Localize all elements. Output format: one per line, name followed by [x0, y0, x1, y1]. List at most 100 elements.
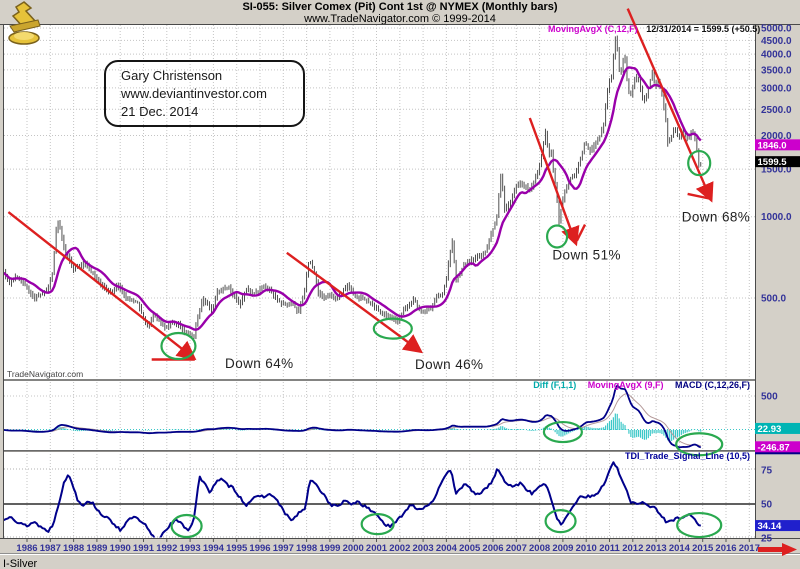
highlight-ellipse: [170, 513, 203, 539]
movingavg-label: MovingAvgX (C,12,F): [548, 24, 638, 34]
down-percent-label: Down 64%: [225, 356, 293, 371]
axis-label: 1846.0: [758, 140, 787, 151]
axis-label: 34.14: [758, 521, 782, 532]
axis-label: 4000.0: [761, 50, 792, 61]
price-bars: [4, 35, 702, 340]
axis-label: -246.87: [758, 442, 790, 453]
tab-i-silver[interactable]: I-Silver: [3, 558, 38, 569]
axis-label: 1991: [133, 543, 155, 554]
axis-label: 1987: [40, 543, 61, 554]
movingavg-value: 12/31/2014 = 1599.5 (+50.5): [646, 24, 761, 34]
series-line: [575, 224, 587, 242]
series-line: [626, 8, 714, 203]
annotation-box: Gary Christenson www.deviantinvestor.com…: [104, 60, 305, 127]
highlight-ellipse: [372, 317, 413, 340]
axis-label: 1599.5: [758, 157, 788, 168]
axis-label: 1998: [296, 543, 317, 554]
axis-label: 1996: [249, 543, 270, 554]
axis-label: 4500.0: [761, 36, 792, 47]
axis-label: 2001: [366, 543, 388, 554]
axis-label: 1000.0: [761, 212, 792, 223]
axis-label: 2000: [343, 543, 364, 554]
axis-label: 2004: [436, 543, 458, 554]
axis-label: 2008: [529, 543, 550, 554]
series-line: [4, 461, 701, 538]
axis-label: 1994: [203, 543, 225, 554]
macd-legend-signal: MovingAvgX (9,F): [587, 380, 664, 390]
axis-label: 2500.0: [761, 105, 792, 116]
macd-legend-macd: MACD (C,12,26,F): [674, 380, 750, 390]
axis-label: 2014: [669, 543, 691, 554]
axis-label: 2010: [576, 543, 597, 554]
axis-label: 50: [761, 500, 773, 511]
tab-bar: I-Silver: [0, 553, 800, 569]
axis-label: 25: [761, 534, 773, 545]
axis-label: 2002: [389, 543, 410, 554]
highlight-ellipse: [676, 511, 723, 539]
down-percent-label: Down 51%: [552, 247, 621, 262]
series-line: [4, 384, 702, 449]
axis-label: 2012: [622, 543, 643, 554]
axis-label: 1500.0: [761, 165, 792, 176]
annotation-line-1: Gary Christenson: [121, 68, 223, 83]
axis-label: 22.93: [758, 424, 782, 435]
series-line: [7, 211, 197, 361]
axis-label: 1992: [156, 543, 177, 554]
scroll-right-arrow[interactable]: [758, 542, 798, 557]
tdi-series: [4, 461, 701, 538]
chart-header: SI-055: Silver Comex (Pit) Cont 1st @ NY…: [0, 0, 800, 25]
axis-label: 2007: [506, 543, 527, 554]
highlight-ellipse: [545, 224, 569, 249]
axis-label: 2000.0: [761, 131, 792, 142]
highlight-ellipse: [542, 420, 584, 444]
axis-label: 1989: [86, 543, 107, 554]
axis-label: 1993: [180, 543, 201, 554]
highlight-ellipse: [687, 149, 712, 177]
axis-label: 2003: [413, 543, 434, 554]
down-percent-label: Down 68%: [682, 209, 751, 224]
highlight-ellipse: [360, 513, 395, 536]
axis-label: 2013: [646, 543, 667, 554]
chart-subtitle: www.TradeNavigator.com © 1999-2014: [304, 13, 496, 25]
indicator-readout: MovingAvgX (C,12,F) 12/31/2014 = 1599.5 …: [548, 24, 760, 34]
chart-title: SI-055: Silver Comex (Pit) Cont 1st @ NY…: [242, 1, 558, 13]
axis-label: 2016: [715, 543, 736, 554]
value-badges: 1846.0 1599.5 22.93 -246.87 34.14: [755, 139, 800, 532]
series-line: [286, 251, 423, 354]
highlight-ellipse: [160, 331, 197, 361]
axis-label: 1997: [273, 543, 294, 554]
highlight-ellipse: [675, 432, 724, 457]
axis-label: 1986: [16, 543, 37, 554]
annotation-line-3: 21 Dec. 2014: [121, 104, 199, 119]
series-line: [528, 117, 580, 247]
axis-label: 500.0: [761, 294, 786, 305]
gridlines: [4, 25, 755, 538]
axis-label: 2011: [599, 543, 620, 554]
axis-label: 500: [761, 392, 778, 403]
axis-label: 75: [761, 466, 773, 477]
axis-label: 1999: [319, 543, 340, 554]
tradenavigator-logo-icon[interactable]: [2, 0, 46, 52]
series-line: [687, 192, 710, 200]
axis-label: 1988: [63, 543, 84, 554]
macd-series: [4, 384, 702, 449]
axis-label: 2006: [482, 543, 503, 554]
axis-label: 2015: [692, 543, 714, 554]
axis-label: 1990: [110, 543, 131, 554]
axis-label: 1995: [226, 543, 248, 554]
watermark: TradeNavigator.com: [7, 369, 84, 379]
annotations: Down 64% Down 46% Down 51% Down 68%: [7, 8, 751, 539]
macd-legend: Diff (F,1,1) MovingAvgX (9,F) MACD (C,12…: [0, 380, 750, 390]
series-line: [4, 66, 702, 331]
axis-label: 2017: [739, 543, 760, 554]
highlight-ellipse: [544, 509, 577, 534]
axis-label: 3000.0: [761, 83, 792, 94]
moving-average-line: [4, 66, 702, 331]
annotation-line-2: www.deviantinvestor.com: [121, 86, 267, 101]
down-percent-label: Down 46%: [415, 357, 484, 372]
axis-label: 5000.0: [761, 24, 792, 35]
macd-legend-diff: Diff (F,1,1): [533, 380, 577, 390]
axis-label: 3500.0: [761, 65, 792, 76]
